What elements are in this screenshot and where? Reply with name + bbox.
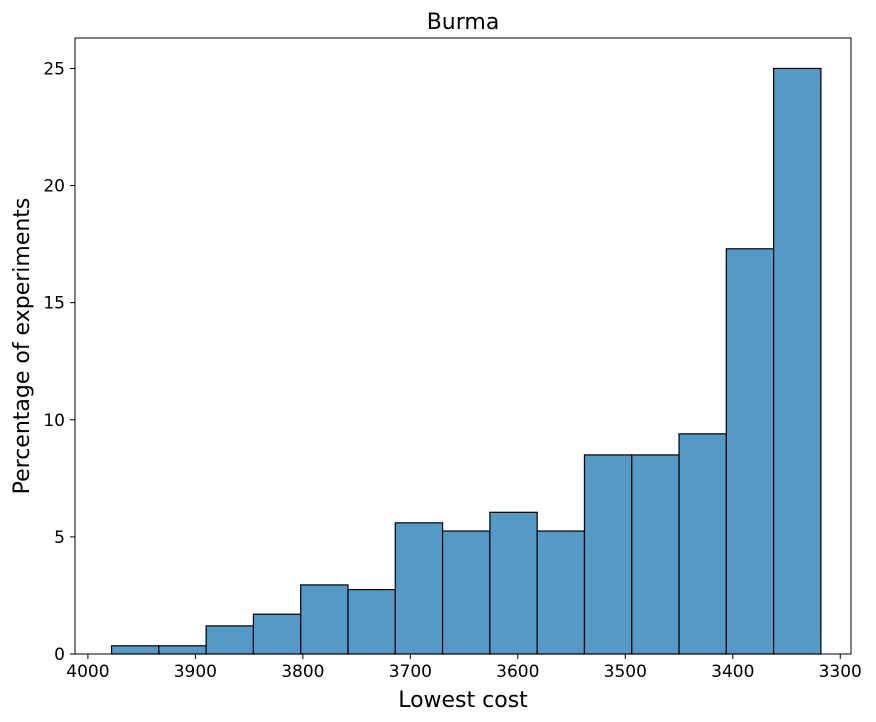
histogram-bar (441, 530, 491, 655)
histogram-bar (773, 67, 822, 655)
x-axis-ticks: 4000 3900 3800 3700 3600 3500 3400 3300 (66, 654, 862, 682)
plot-frame (74, 37, 852, 655)
histogram-bar (110, 645, 160, 655)
histogram-bar (631, 454, 680, 655)
x-tick-label: 3400 (711, 662, 754, 682)
bars-group (110, 67, 822, 655)
histogram-bar (252, 613, 302, 655)
histogram-bar (678, 433, 727, 655)
histogram-bar (489, 511, 538, 655)
y-axis-ticks: 0 5 10 15 20 25 (43, 59, 75, 665)
x-tick-label: 3500 (604, 662, 647, 682)
x-tick-label: 3300 (819, 662, 862, 682)
y-axis-label: Percentage of experiments (10, 198, 35, 495)
histogram-bar (583, 454, 633, 655)
y-tick-label: 10 (43, 411, 65, 431)
y-tick-label: 0 (54, 645, 65, 665)
y-tick-label: 5 (54, 528, 65, 548)
histogram-bar (158, 645, 207, 655)
y-tick-label: 15 (43, 294, 65, 314)
histogram-bar (536, 530, 586, 655)
y-tick-label: 25 (43, 59, 65, 79)
y-tick-label: 20 (43, 177, 65, 197)
histogram-bar (205, 625, 255, 655)
histogram-bar (394, 522, 444, 655)
x-axis-label: Lowest cost (398, 688, 528, 713)
x-tick-label: 3900 (174, 662, 217, 682)
histogram-bar (347, 588, 396, 655)
chart-title: Burma (427, 10, 500, 35)
histogram-bar (725, 248, 775, 655)
x-tick-label: 4000 (66, 662, 109, 682)
x-tick-label: 3800 (281, 662, 324, 682)
x-tick-label: 3700 (389, 662, 432, 682)
x-tick-label: 3600 (496, 662, 539, 682)
histogram-bar (300, 584, 349, 655)
